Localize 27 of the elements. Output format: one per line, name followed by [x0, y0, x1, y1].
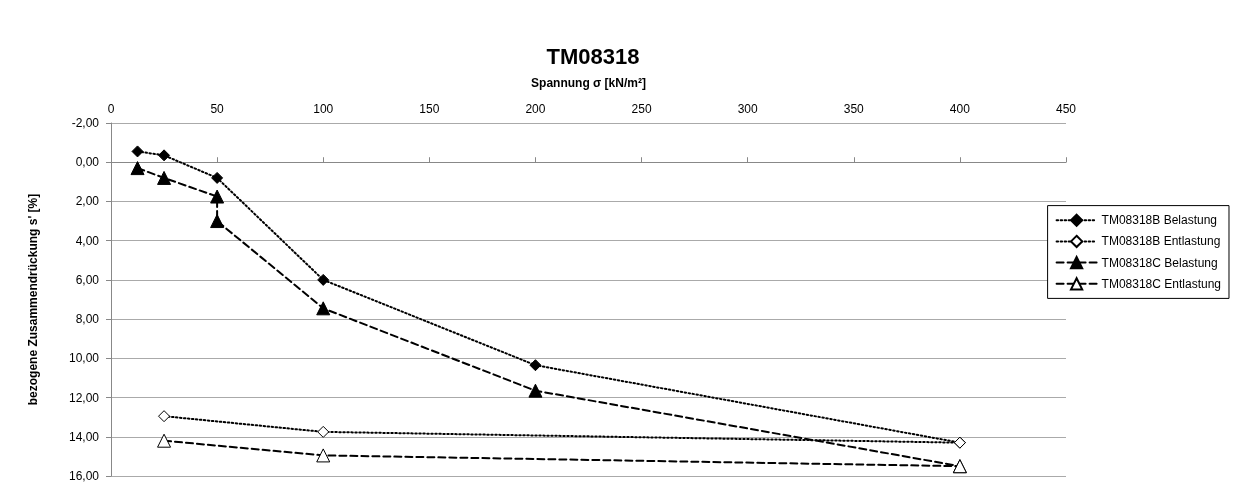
x-tick-label: 50 [210, 102, 225, 116]
x-tick-label: 450 [1055, 102, 1077, 116]
x-tick-label: 400 [949, 102, 971, 116]
legend-label: TM08318B Belastung [1101, 213, 1217, 228]
x-tick-label: 0 [107, 102, 115, 116]
y-tick-label: 6,00 [75, 272, 100, 287]
y-tick-label: 0,00 [75, 155, 100, 170]
y-tick-label: 10,00 [68, 351, 100, 366]
y-tick-label: 12,00 [68, 390, 100, 405]
y-tick-label: -2,00 [71, 116, 100, 130]
legend-label: TM08318C Belastung [1101, 255, 1218, 270]
x-axis-title: Spannung σ [kN/m²] [531, 76, 646, 90]
x-tick-label: 100 [313, 102, 334, 116]
y-axis-title: bezogene Zusammendrückung s' [%] [26, 193, 40, 406]
x-tick-label: 300 [737, 102, 758, 116]
x-tick-label: 150 [419, 102, 440, 116]
y-tick-label: 4,00 [75, 233, 100, 248]
x-tick-label: 200 [525, 102, 546, 116]
chart-title: TM08318 [546, 43, 640, 69]
x-tick-label: 350 [843, 102, 865, 116]
legend-label: TM08318C Entlastung [1101, 276, 1221, 291]
x-tick-label: 250 [631, 102, 652, 116]
y-tick-label: 2,00 [75, 194, 100, 209]
y-tick-label: 14,00 [68, 429, 100, 444]
legend-label: TM08318B Entlastung [1101, 234, 1221, 249]
y-tick-label: 16,00 [68, 469, 100, 483]
y-tick-label: 8,00 [75, 312, 100, 327]
